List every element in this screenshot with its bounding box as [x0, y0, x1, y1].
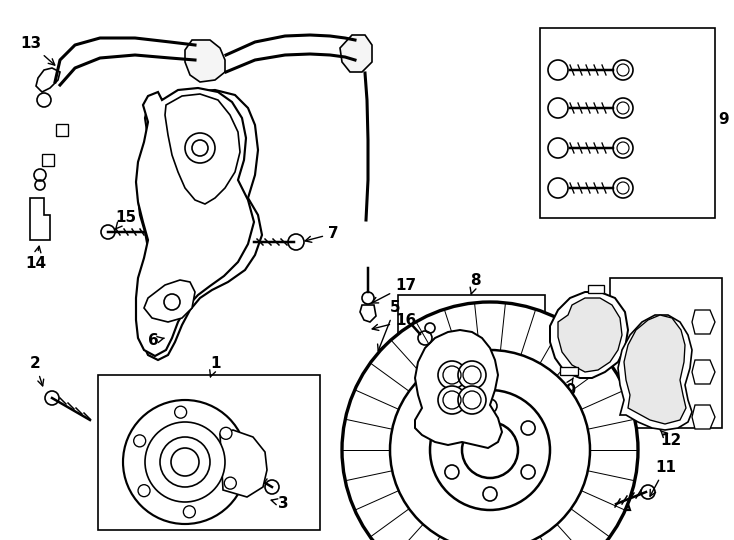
- Polygon shape: [220, 430, 267, 497]
- Circle shape: [185, 133, 215, 163]
- Text: 15: 15: [115, 210, 136, 230]
- Circle shape: [458, 386, 486, 414]
- Text: 16: 16: [372, 313, 416, 330]
- Circle shape: [483, 399, 497, 413]
- Text: 13: 13: [20, 36, 55, 65]
- Circle shape: [548, 178, 568, 198]
- Polygon shape: [692, 405, 715, 429]
- Polygon shape: [138, 90, 262, 360]
- Text: 4: 4: [560, 480, 573, 499]
- Circle shape: [521, 421, 535, 435]
- Circle shape: [445, 421, 459, 435]
- Circle shape: [138, 485, 150, 497]
- Polygon shape: [144, 280, 195, 322]
- Circle shape: [521, 465, 535, 479]
- Text: 17: 17: [372, 278, 416, 303]
- Polygon shape: [692, 310, 715, 334]
- Circle shape: [184, 506, 195, 518]
- Bar: [56, 124, 68, 136]
- Text: 3: 3: [271, 496, 288, 511]
- Circle shape: [438, 386, 466, 414]
- Polygon shape: [550, 292, 628, 378]
- Polygon shape: [136, 88, 254, 356]
- Circle shape: [225, 477, 236, 489]
- Bar: [540, 28, 715, 218]
- Bar: [398, 295, 545, 440]
- Circle shape: [445, 465, 459, 479]
- Polygon shape: [558, 298, 622, 372]
- Polygon shape: [618, 315, 692, 430]
- Circle shape: [123, 400, 247, 524]
- Bar: [610, 278, 722, 428]
- Polygon shape: [165, 94, 240, 204]
- Text: 14: 14: [25, 246, 46, 271]
- Circle shape: [613, 178, 633, 198]
- Text: 2: 2: [30, 356, 44, 386]
- Bar: [42, 154, 54, 166]
- Circle shape: [462, 422, 518, 478]
- Circle shape: [342, 302, 638, 540]
- Circle shape: [134, 435, 145, 447]
- Text: 12: 12: [660, 430, 681, 448]
- Circle shape: [145, 422, 225, 502]
- Text: 9: 9: [718, 112, 729, 127]
- Circle shape: [548, 138, 568, 158]
- Bar: [588, 285, 604, 293]
- Bar: [560, 367, 578, 375]
- Circle shape: [483, 487, 497, 501]
- Circle shape: [220, 427, 232, 440]
- Bar: [98, 375, 320, 530]
- Text: 1: 1: [210, 356, 220, 377]
- Text: 6: 6: [148, 333, 164, 348]
- Circle shape: [613, 60, 633, 80]
- Circle shape: [430, 390, 550, 510]
- Circle shape: [160, 437, 210, 487]
- Polygon shape: [185, 40, 225, 82]
- Text: 7: 7: [305, 226, 338, 242]
- Text: 10: 10: [555, 378, 576, 398]
- Text: 8: 8: [470, 273, 481, 294]
- Circle shape: [613, 98, 633, 118]
- Circle shape: [613, 138, 633, 158]
- Polygon shape: [340, 35, 372, 72]
- Polygon shape: [692, 360, 715, 384]
- Polygon shape: [624, 315, 686, 424]
- Circle shape: [458, 361, 486, 389]
- Polygon shape: [360, 305, 376, 322]
- Polygon shape: [568, 476, 630, 510]
- Circle shape: [390, 350, 590, 540]
- Text: 5: 5: [377, 300, 401, 351]
- Circle shape: [175, 406, 186, 418]
- Circle shape: [438, 361, 466, 389]
- Circle shape: [548, 98, 568, 118]
- Text: 11: 11: [650, 460, 676, 496]
- Polygon shape: [415, 330, 502, 448]
- Circle shape: [548, 60, 568, 80]
